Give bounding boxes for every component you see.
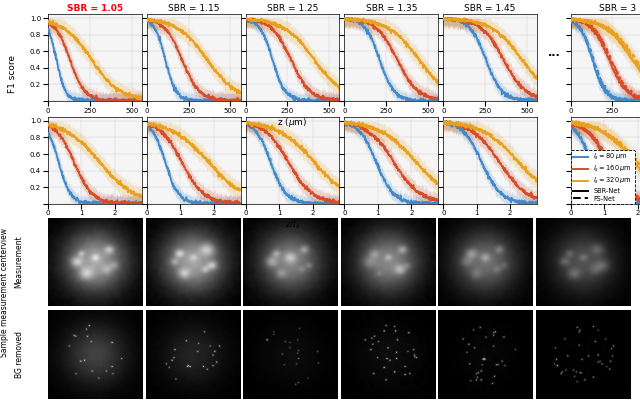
Text: BG removed: BG removed — [15, 331, 24, 378]
Text: F1 score: F1 score — [8, 54, 17, 93]
Title: SBR = 1.35: SBR = 1.35 — [365, 4, 417, 13]
Legend: $l_s = 80\,\mu$m, $l_s = 160\,\mu$m, $l_s = 320\,\mu$m, SBR-Net, FS-Net: $l_s = 80\,\mu$m, $l_s = 160\,\mu$m, $l_… — [571, 150, 635, 204]
Text: $z/l_s$: $z/l_s$ — [285, 219, 300, 231]
Title: SBR = 1.05: SBR = 1.05 — [67, 4, 123, 13]
Text: Sample measurement centerview: Sample measurement centerview — [0, 228, 9, 357]
Title: SBR = 1.45: SBR = 1.45 — [465, 4, 516, 13]
Text: z ($\mu$m): z ($\mu$m) — [277, 116, 308, 129]
Text: ...: ... — [547, 48, 560, 58]
Title: SBR = 1.15: SBR = 1.15 — [168, 4, 220, 13]
Text: Measurement: Measurement — [15, 236, 24, 288]
Title: SBR = 1.25: SBR = 1.25 — [267, 4, 318, 13]
Title: SBR = 3: SBR = 3 — [599, 4, 636, 13]
